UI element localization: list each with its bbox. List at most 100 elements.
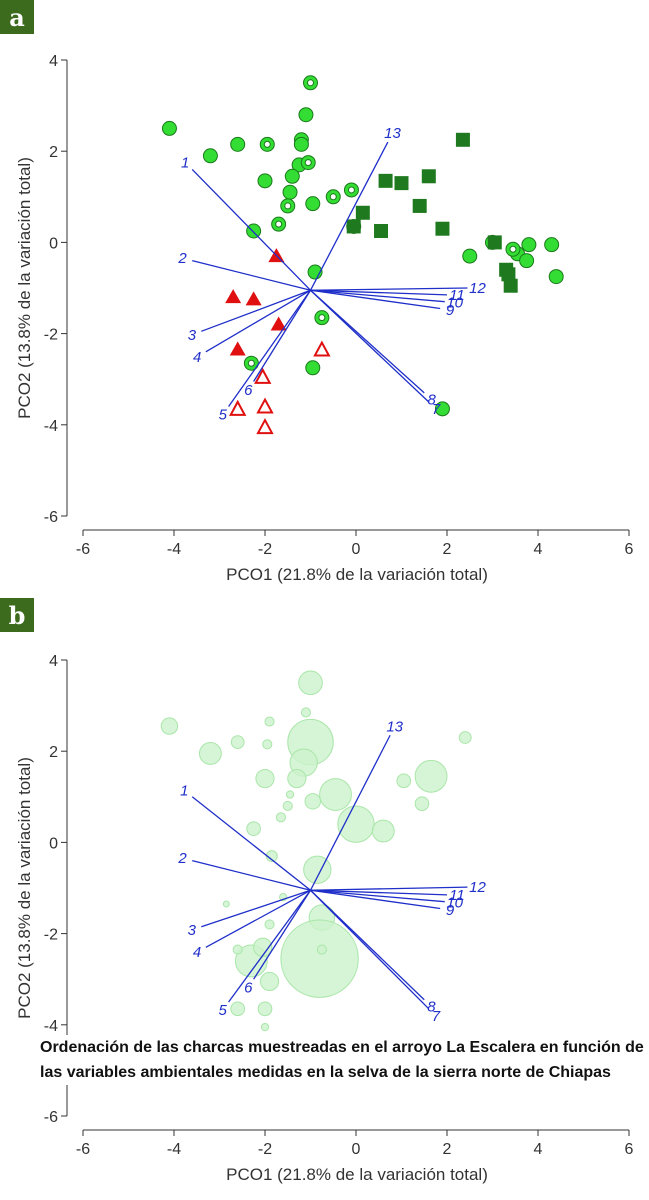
ring-point-center (318, 314, 326, 322)
bubble-point (287, 768, 307, 789)
vector-label: 9 (446, 902, 455, 919)
square-point (378, 173, 393, 188)
bubble-point (230, 735, 245, 749)
vector-label: 2 (177, 250, 187, 267)
bubble-point (298, 670, 323, 696)
figure-caption: Ordenación de las charcas muestreadas en… (40, 1035, 645, 1085)
bubble-point (396, 773, 412, 789)
bubble-point (264, 919, 275, 930)
vector-label: 8 (428, 392, 437, 409)
bubble-point (285, 790, 295, 799)
x-tick-label: -2 (258, 541, 272, 558)
vector-line (201, 289, 311, 332)
open-triangle-point (254, 367, 272, 384)
square-point (487, 235, 502, 250)
bubble-point (262, 739, 273, 750)
circle-point (257, 173, 273, 189)
vector-line (310, 889, 445, 903)
open-triangle-point (256, 417, 274, 435)
vector-label: 6 (244, 382, 253, 399)
vector-label: 7 (432, 401, 441, 418)
square-point (455, 132, 470, 147)
bubble-point (458, 731, 472, 744)
vector-label: 3 (188, 327, 197, 344)
square-point (501, 267, 516, 282)
x-tick-label: 0 (352, 1141, 361, 1158)
vector-line (192, 860, 311, 891)
ring-point-center (329, 193, 337, 201)
circle-point (548, 269, 564, 285)
bubble-point (260, 1022, 270, 1032)
vector-label: 13 (384, 125, 401, 142)
vector-line (228, 889, 312, 1003)
ring-point-center (304, 159, 312, 167)
x-tick-label: 2 (443, 1141, 452, 1158)
vector-label: 4 (193, 349, 201, 366)
circle-point (298, 107, 314, 123)
open-triangle-point (313, 340, 331, 357)
y-tick-label: 2 (49, 744, 58, 761)
vector-label: 12 (469, 879, 486, 896)
circle-point (544, 237, 560, 253)
vector-line (310, 289, 448, 296)
vector-label: 4 (193, 944, 201, 961)
bubble-point (303, 855, 332, 884)
bubble-point (282, 800, 293, 811)
vector-label: 11 (449, 287, 465, 304)
bubble-point (198, 742, 222, 765)
bubble-point (300, 707, 312, 718)
y-tick-label: -4 (44, 1018, 58, 1035)
bubble-point (275, 812, 286, 823)
triangle-point (225, 289, 242, 304)
vector-label: 1 (181, 154, 189, 171)
x-tick-label: 0 (352, 541, 361, 558)
vector-line (191, 796, 311, 891)
pco-bubble-biplot-b: -6 -4 -2 0 2 4 6 4 2 0 -2 -4 -6 PCO1 (21.8% de la var… (15, 653, 634, 1184)
vector-label: 13 (386, 718, 403, 735)
bubble-point (255, 768, 275, 789)
ring-point-center (275, 220, 283, 228)
circle-point (521, 237, 537, 253)
triangle-point (270, 316, 287, 331)
circle-point (434, 401, 450, 417)
square-point (503, 278, 518, 293)
panel-label-a: a (0, 0, 34, 34)
vector-line (310, 886, 468, 891)
panel-label-b: b (0, 598, 34, 632)
vector-label: 5 (219, 407, 228, 424)
vector-label: 11 (449, 887, 465, 904)
x-tick-label: -6 (76, 1141, 90, 1158)
vector-label: 2 (177, 850, 187, 867)
circle-point (230, 136, 246, 152)
circle-point (293, 136, 309, 152)
bubble-point (371, 819, 395, 843)
pco-biplot-a: -6 -4 -2 0 2 4 6 4 2 0 -2 -4 -6 PCO1 (21.8% de la var… (15, 53, 634, 584)
vector-line (205, 289, 311, 353)
vector-line (310, 287, 468, 291)
y-tick-label: 0 (49, 235, 58, 252)
vector-label: 10 (446, 295, 463, 312)
x-axis-title: PCO1 (21.8% de la variación total) (226, 1165, 488, 1184)
x-tick-label: 6 (625, 1141, 634, 1158)
vector-line (191, 168, 311, 291)
square-point (346, 219, 361, 234)
circle-point (462, 248, 478, 264)
circle-point (305, 360, 321, 376)
vector-line (310, 289, 425, 394)
y-tick-label: -6 (44, 1109, 58, 1126)
y-tick-label: 4 (49, 53, 58, 70)
vector-label: 7 (432, 1008, 441, 1025)
circle-point (519, 253, 535, 269)
circle-point (246, 223, 262, 239)
circle-point (202, 148, 218, 164)
vector-line (205, 889, 311, 948)
bubble-point (414, 759, 448, 793)
ring-point-center (347, 186, 355, 194)
x-axis-title: PCO1 (21.8% de la variación total) (226, 565, 488, 584)
vector-line (228, 289, 312, 407)
bubble-point (280, 919, 359, 998)
circle-point (305, 196, 321, 212)
x-tick-label: 4 (534, 1141, 543, 1158)
data-points (161, 75, 564, 435)
